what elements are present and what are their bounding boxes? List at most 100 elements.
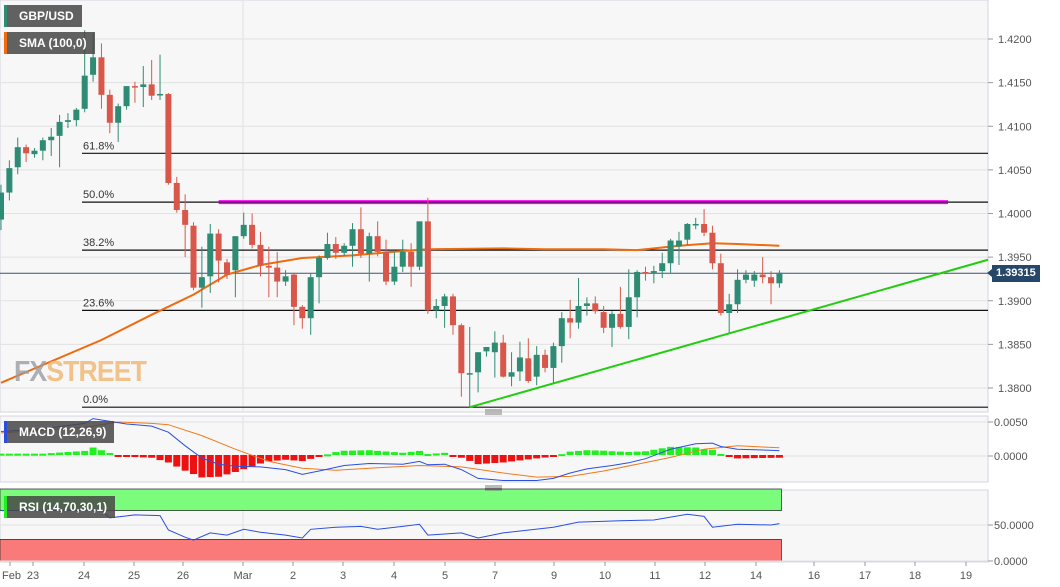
macd-histogram-bar — [332, 452, 340, 455]
bullish-candle — [349, 223, 356, 267]
bullish-candle — [483, 346, 490, 357]
macd-histogram-bar — [156, 455, 164, 461]
bullish-candle — [198, 246, 205, 308]
x-axis-label: 7 — [492, 570, 498, 582]
candle-body — [751, 274, 758, 281]
macd-histogram-bar — [190, 455, 198, 475]
macd-histogram-bar — [449, 455, 457, 457]
bearish-candle — [257, 231, 264, 277]
macd-histogram-bar — [123, 455, 131, 457]
macd-histogram-bar — [72, 451, 80, 455]
macd-histogram-bar — [256, 455, 264, 464]
candle-body — [157, 93, 164, 96]
bullish-candle — [659, 252, 666, 279]
macd-histogram-bar — [641, 451, 649, 455]
bullish-candle — [307, 273, 314, 335]
candle-body — [6, 168, 13, 193]
macd-histogram-bar — [725, 455, 733, 457]
panel-resize-handle-icon[interactable] — [485, 409, 502, 415]
bearish-candle — [106, 89, 113, 134]
bullish-candle — [39, 137, 46, 161]
candle-body — [232, 236, 239, 271]
candle-body — [433, 305, 440, 311]
bearish-candle — [182, 194, 189, 258]
candle-body — [316, 257, 323, 278]
macd-histogram-bar — [583, 450, 591, 455]
candle-body — [483, 346, 490, 352]
candle-body — [90, 57, 97, 75]
bearish-candle — [500, 334, 507, 378]
bearish-candle — [165, 93, 172, 185]
rsi-oversold-zone — [0, 539, 782, 562]
bearish-candle — [701, 209, 708, 237]
fib-level-label: 50.0% — [83, 189, 114, 201]
candle-body — [223, 262, 230, 275]
candle-body — [558, 318, 565, 347]
candle-body — [98, 57, 105, 95]
candle-body — [374, 236, 381, 252]
macd-histogram-bar — [340, 450, 348, 455]
macd-histogram-bar — [491, 455, 499, 464]
bullish-candle — [433, 299, 440, 319]
macd-axis-label: 0.0000 — [994, 451, 1028, 463]
x-axis-label: 11 — [649, 570, 660, 582]
bearish-candle — [709, 225, 716, 270]
macd-signal-line — [0, 421, 780, 478]
candle-body — [675, 240, 682, 247]
price-axis-label: 1.4200 — [998, 34, 1032, 46]
candle-body — [324, 244, 331, 258]
bullish-candle — [751, 271, 758, 287]
current-price-tag: 1.39315 — [987, 265, 1040, 282]
macd-histogram-bar — [215, 455, 223, 477]
bearish-candle — [408, 243, 415, 287]
fxstreet-logo: FXSTREET — [14, 356, 147, 389]
bearish-candle — [424, 197, 431, 314]
sma-legend[interactable]: SMA (100,0) — [4, 32, 95, 54]
macd-histogram-bar — [365, 450, 373, 455]
candle-body — [299, 306, 306, 319]
x-axis-label: 2 — [290, 570, 296, 582]
candle-body — [768, 277, 775, 284]
macd-histogram-bar — [139, 455, 147, 458]
fib-level-label: 61.8% — [83, 140, 114, 152]
candle-body — [182, 210, 189, 225]
candle-body — [383, 251, 390, 282]
x-axis-label: 17 — [859, 570, 871, 582]
macd-histogram-bar — [474, 455, 482, 465]
candle-body — [726, 304, 733, 313]
macd-legend[interactable]: MACD (12,26,9) — [4, 421, 115, 443]
candle-body — [550, 346, 557, 368]
bullish-candle — [726, 293, 733, 334]
candle-body — [525, 358, 532, 382]
macd-histogram-bar — [0, 453, 5, 456]
candle-body — [424, 221, 431, 311]
rsi-legend[interactable]: RSI (14,70,30,1) — [4, 496, 116, 518]
macd-histogram-bar — [114, 455, 122, 457]
candle-body — [408, 251, 415, 267]
candle-body — [23, 147, 30, 154]
macd-histogram-bar — [106, 452, 114, 455]
bullish-candle — [508, 352, 515, 387]
bearish-candle — [131, 81, 138, 103]
x-axis-label: 12 — [699, 570, 711, 582]
candle-body — [533, 354, 540, 377]
bullish-candle — [341, 243, 348, 257]
bullish-candle — [416, 221, 423, 271]
bullish-candle — [625, 269, 632, 340]
candle-body — [366, 236, 373, 254]
macd-histogram-bar — [750, 455, 758, 459]
x-axis-label: 10 — [599, 570, 611, 582]
macd-panel — [0, 415, 989, 483]
candle-body — [500, 342, 507, 377]
bullish-candle — [583, 297, 590, 316]
candle-body — [64, 120, 71, 122]
rsi-overbought-zone — [0, 488, 782, 512]
candle-body — [357, 229, 364, 254]
instrument-legend[interactable]: GBP/USD — [4, 5, 82, 27]
bullish-candle — [48, 127, 55, 156]
macd-histogram-bar — [549, 455, 557, 457]
candle-body — [332, 244, 339, 253]
x-axis-label: 3 — [340, 570, 346, 582]
candle-body — [449, 296, 456, 326]
panel-resize-handle-icon[interactable] — [485, 485, 502, 491]
